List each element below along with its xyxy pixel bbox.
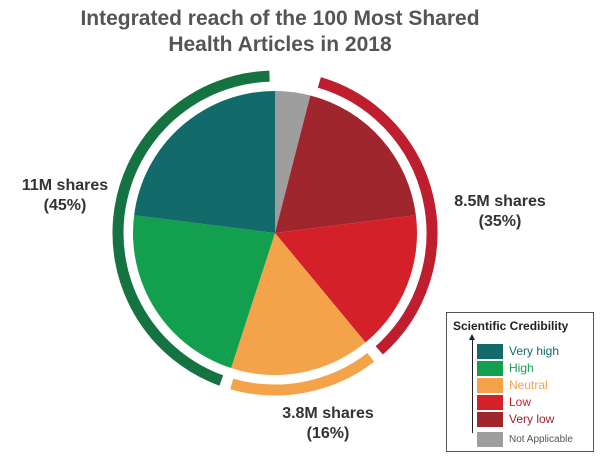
legend-label: Very low xyxy=(509,412,555,426)
legend-item-high: High xyxy=(477,360,573,376)
legend-swatch xyxy=(477,431,503,447)
annotation-very-low-low: 8.5M shares (35%) xyxy=(440,192,560,232)
chart-title-line-1: Integrated reach of the 100 Most Shared xyxy=(80,7,480,30)
legend-label: Low xyxy=(509,395,532,409)
chart-title-line-2: Health Articles in 2018 xyxy=(168,33,392,56)
annotation-very-high-high: 11M shares (45%) xyxy=(10,176,120,216)
legend-item-not-applicable: Not Applicable xyxy=(477,431,573,447)
legend-label: High xyxy=(509,361,534,375)
legend-title: Scientific Credibility xyxy=(453,319,569,333)
legend-swatch xyxy=(477,360,503,376)
annotation-shares: 8.5M shares xyxy=(454,193,546,210)
legend-list: Very high High Neutral Low Very low Not Appli… xyxy=(477,343,573,448)
pie-slice-low xyxy=(275,215,417,343)
legend: Scientific Credibility Very high High Neut… xyxy=(446,312,594,452)
legend-up-arrow-icon xyxy=(469,334,475,433)
legend-swatch xyxy=(477,394,503,410)
legend-item-very-low: Very low xyxy=(477,411,573,427)
legend-swatch xyxy=(477,377,503,393)
legend-item-very-high: Very high xyxy=(477,343,573,359)
legend-swatch xyxy=(477,343,503,359)
group-ring-11m-shares xyxy=(112,70,270,386)
group-ring-8-5m-shares xyxy=(317,77,438,355)
annotation-percent: (45%) xyxy=(43,197,87,214)
pie-slice-very-low xyxy=(275,95,416,234)
pie-slices xyxy=(133,91,417,375)
annotation-neutral: 3.8M shares (16%) xyxy=(266,404,390,444)
annotation-shares: 3.8M shares xyxy=(282,405,374,422)
pie-slice-not-applicable xyxy=(275,91,311,233)
annotation-percent: (16%) xyxy=(306,425,350,442)
group-rings xyxy=(112,70,438,396)
annotation-shares: 11M shares xyxy=(21,177,109,194)
legend-label: Not Applicable xyxy=(509,433,573,445)
legend-label: Neutral xyxy=(509,378,548,392)
legend-label: Very high xyxy=(509,344,560,358)
annotation-percent: (35%) xyxy=(478,213,522,230)
legend-item-low: Low xyxy=(477,394,573,410)
chart-title: Integrated reach of the 100 Most Shared … xyxy=(0,6,560,58)
pie-slice-neutral xyxy=(231,233,366,375)
group-ring-3-8m-shares xyxy=(230,353,375,396)
legend-item-neutral: Neutral xyxy=(477,377,573,393)
pie-slice-very-high xyxy=(134,91,275,233)
pie-slice-high xyxy=(133,215,275,369)
legend-swatch xyxy=(477,411,503,427)
